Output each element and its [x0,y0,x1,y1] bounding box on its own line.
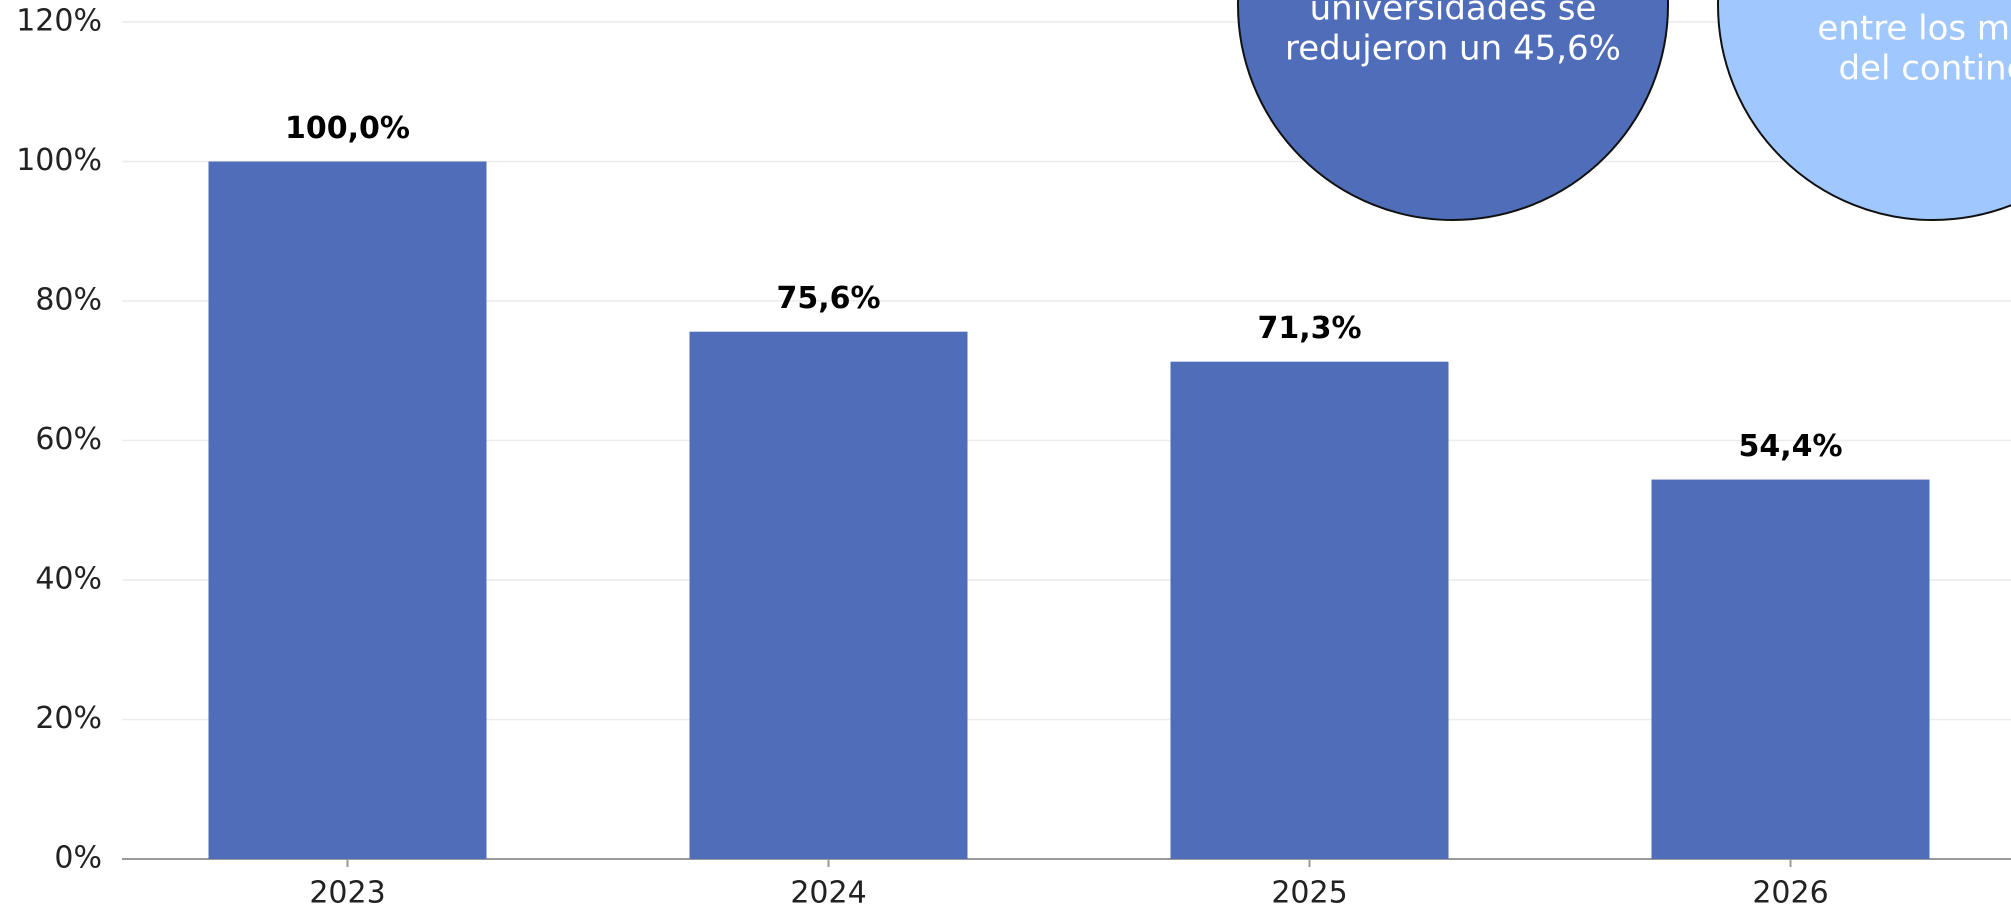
bar [208,161,487,859]
annotation-text: redujeron un 45,6% [1285,29,1621,69]
y-tick-label: 20% [35,701,102,736]
annotation-text: del contine [1838,49,2011,89]
value-label: 71,3% [1257,311,1361,346]
annotation-text: entre los más [1817,9,2011,49]
annotation-bubble [1717,0,2011,221]
bar [1170,361,1449,859]
y-tick-label: 120% [16,4,102,39]
value-label: 75,6% [776,281,880,316]
y-tick-label: 80% [35,283,102,318]
y-tick-label: 100% [16,143,102,178]
x-tick-label: 2023 [309,876,385,911]
bar [689,331,968,859]
value-label: 54,4% [1738,429,1842,464]
annotation-text: universidades se [1310,0,1597,29]
value-label: 100,0% [285,111,410,146]
x-tick-label: 2024 [790,876,866,911]
y-tick-label: 0% [54,841,102,876]
bar [1651,479,1930,859]
y-tick-label: 60% [35,422,102,457]
x-tick-label: 2026 [1752,876,1828,911]
annotation-bubble [1237,0,1669,221]
x-tick-label: 2025 [1271,876,1347,911]
y-tick-label: 40% [35,562,102,597]
